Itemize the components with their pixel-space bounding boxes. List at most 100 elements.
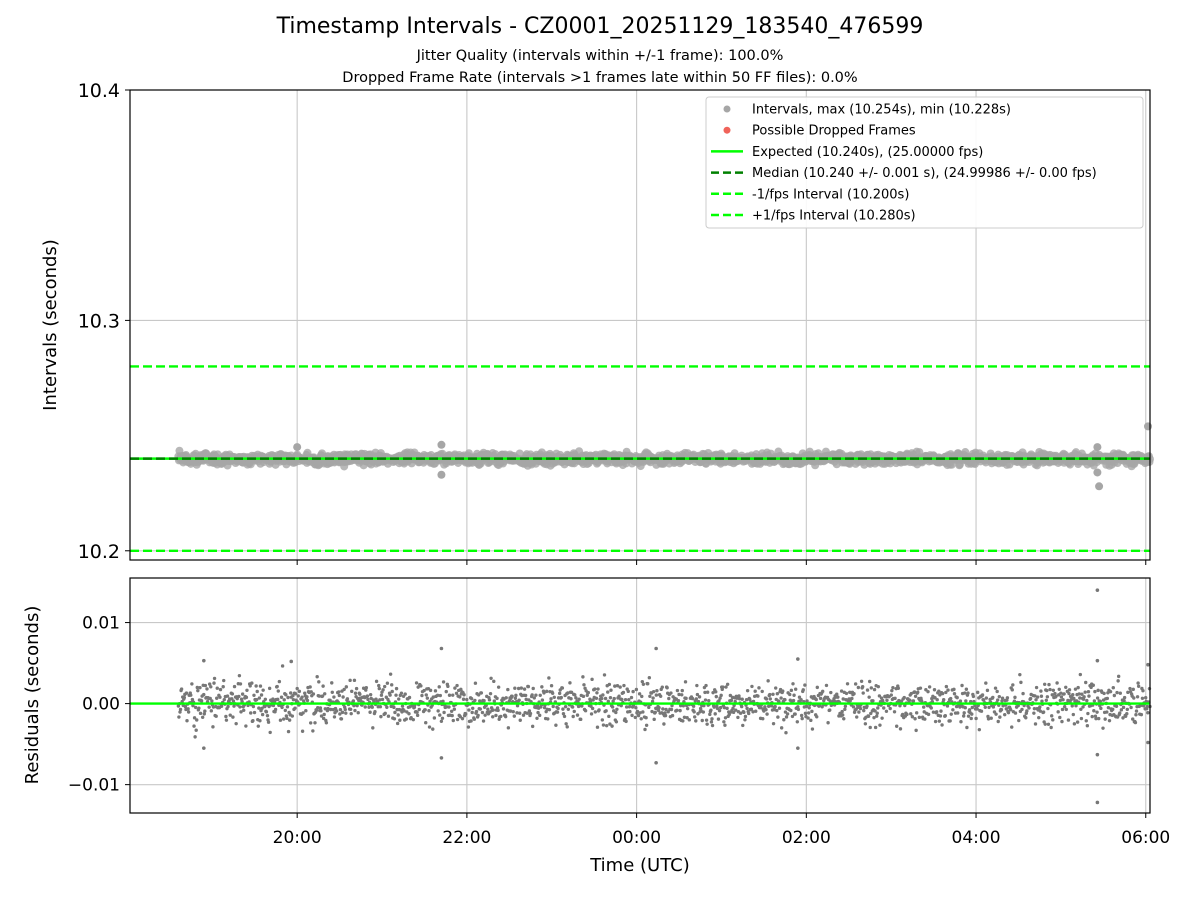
residual-point [829, 690, 833, 695]
residual-point [756, 694, 760, 698]
residual-point [263, 697, 268, 702]
residual-point [824, 683, 829, 688]
residual-point [193, 705, 198, 710]
residual-point [998, 715, 1002, 719]
residual-point [192, 724, 196, 728]
residual-point [959, 720, 963, 724]
residual-point [623, 697, 628, 702]
residual-point [764, 697, 769, 701]
residual-point [721, 685, 725, 689]
residual-point [590, 706, 595, 711]
residual-point [431, 727, 435, 731]
residual-point [882, 706, 886, 710]
residual-point [1049, 725, 1053, 730]
residual-outlier-point [289, 659, 294, 664]
residual-point [487, 698, 492, 702]
residual-point [1080, 692, 1084, 696]
residual-point [436, 709, 440, 713]
residual-point [237, 673, 242, 678]
residual-point [705, 690, 710, 694]
residual-point [258, 718, 262, 723]
legend-label: +1/fps Interval (10.280s) [752, 209, 916, 224]
residuals-ytick-label: 0.01 [82, 614, 120, 634]
residual-point [573, 693, 577, 697]
residual-point [739, 704, 744, 709]
residual-point [766, 704, 771, 708]
residual-point [427, 725, 432, 729]
residual-point [540, 698, 545, 702]
residual-point [260, 706, 264, 710]
residual-point [1048, 687, 1052, 692]
residual-point [196, 688, 200, 693]
residual-point [189, 693, 193, 697]
residual-point [344, 711, 348, 715]
residual-point [660, 685, 664, 689]
residual-point [844, 691, 849, 696]
residual-point [215, 686, 219, 690]
residual-point [1005, 696, 1010, 700]
residual-point [937, 689, 941, 693]
residual-point [1139, 712, 1144, 717]
residual-point [348, 678, 352, 683]
residual-point [956, 711, 960, 715]
residual-point [620, 697, 624, 702]
residual-point [1105, 696, 1110, 701]
residual-point [286, 729, 291, 734]
residual-point [1131, 717, 1135, 721]
residual-point [1071, 712, 1076, 717]
residual-point [356, 711, 360, 715]
legend-box [705, 96, 1144, 229]
residuals-x-ticks: 20:00 22:00 00:00 02:00 04:00 06:00 [273, 813, 1170, 848]
residual-point [890, 688, 894, 693]
residual-outlier-point [202, 746, 206, 750]
residual-point [203, 683, 208, 688]
residual-point [250, 681, 254, 685]
residual-point [301, 711, 305, 715]
residual-point [892, 710, 897, 714]
residual-point [678, 708, 682, 713]
residual-point [631, 689, 635, 694]
residual-point [265, 713, 270, 718]
residual-point [449, 709, 454, 713]
residual-point [1091, 683, 1095, 687]
residual-outlier-point [1095, 588, 1100, 592]
residual-point [766, 679, 770, 683]
residual-point [1146, 711, 1150, 715]
residual-point [797, 695, 802, 699]
residual-point [344, 685, 349, 689]
residual-point [971, 694, 976, 699]
residual-point [469, 719, 473, 723]
residual-point [1061, 698, 1065, 702]
residual-point [297, 689, 302, 694]
residual-point [865, 704, 869, 708]
residual-point [1111, 686, 1115, 690]
residual-point [638, 711, 642, 715]
residual-point [316, 705, 320, 710]
legend-marker [723, 105, 731, 113]
residual-point [627, 697, 631, 702]
residual-point [633, 715, 637, 720]
residual-point [1082, 695, 1086, 699]
residuals-y-ticks: 0.01 0.00 −0.01 [68, 614, 130, 796]
residual-point [969, 716, 973, 721]
residual-point [648, 694, 652, 699]
residual-point [865, 688, 870, 692]
residual-point [683, 680, 688, 684]
residual-point [1115, 690, 1119, 695]
residual-point [1034, 685, 1039, 690]
residual-point [962, 711, 966, 715]
residual-point [319, 709, 323, 713]
residual-point [845, 682, 850, 686]
residual-point [893, 696, 897, 701]
residual-point [621, 690, 626, 695]
residual-point [377, 683, 381, 688]
residual-point [984, 696, 989, 700]
residual-point [872, 715, 876, 720]
residual-point [583, 708, 588, 713]
residual-point [254, 684, 258, 688]
residual-point [898, 727, 903, 731]
residual-point [843, 707, 847, 711]
residual-point [946, 688, 950, 692]
residual-point [231, 715, 235, 719]
residual-outlier-point [439, 756, 444, 760]
